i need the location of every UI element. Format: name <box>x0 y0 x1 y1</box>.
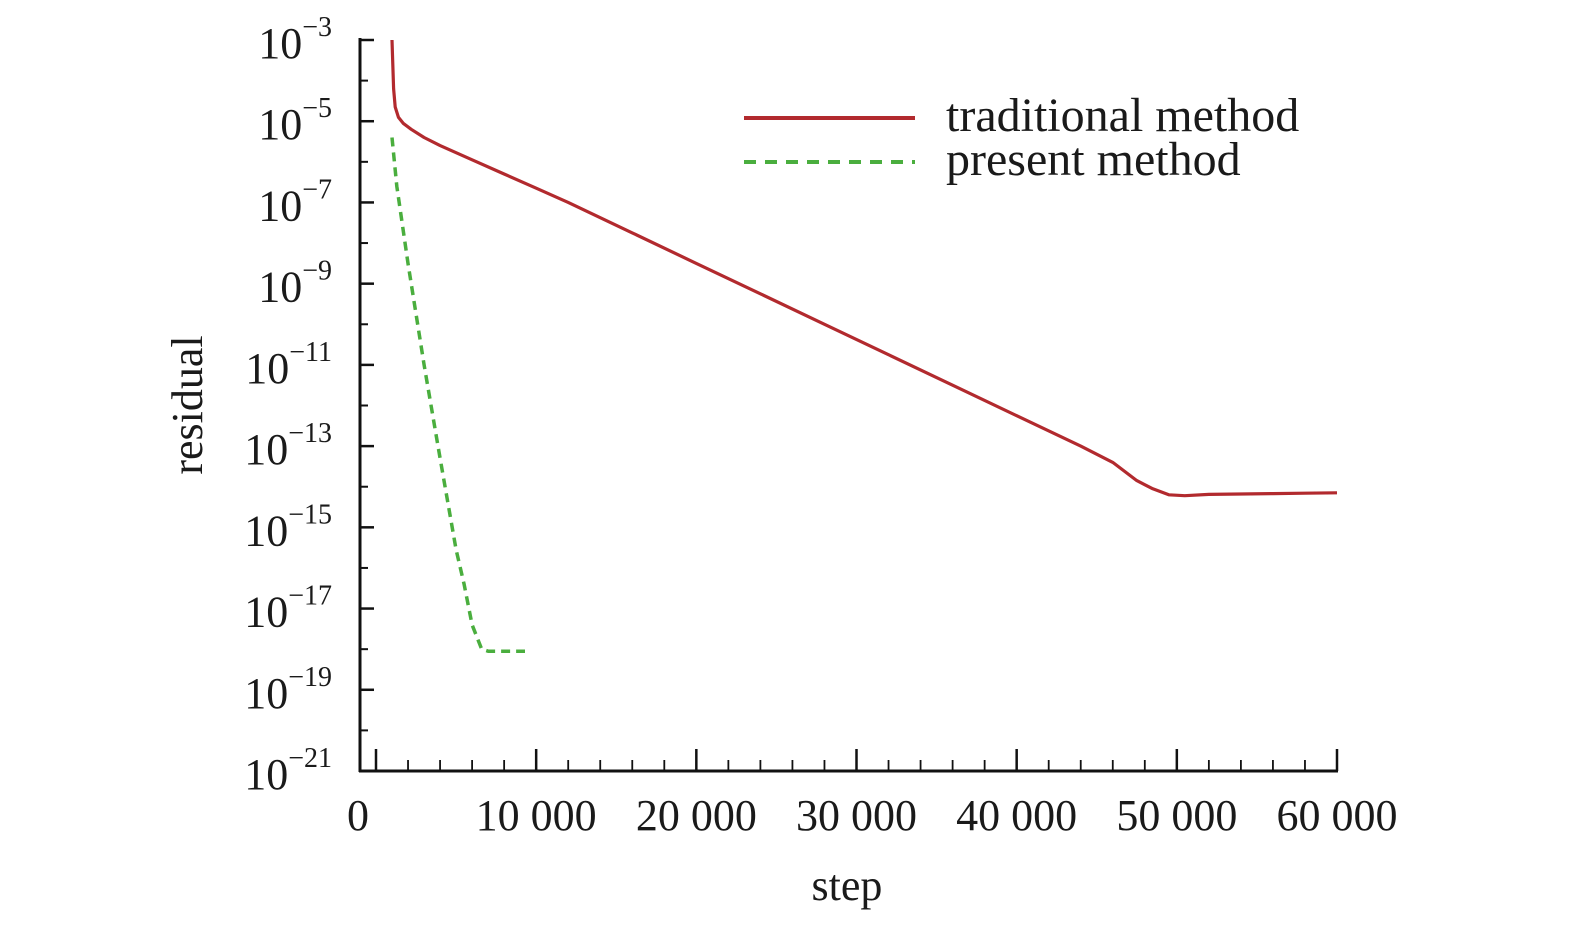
y-tick-label: 10−11 <box>245 337 332 393</box>
x-tick-label: 0 <box>347 791 369 840</box>
legend-label: traditional method <box>946 89 1299 142</box>
x-tick-label: 20 000 <box>636 791 757 840</box>
y-tick-label: 10−5 <box>258 93 332 149</box>
y-tick-label: 10−3 <box>258 12 332 68</box>
plot-lines <box>390 39 1338 653</box>
y-axis-ticks: 10−3 10−5 10−7 10−9 10−11 10−13 10−15 10−17 10−1… <box>244 12 374 799</box>
x-tick-label: 60 000 <box>1277 791 1398 840</box>
x-axis-label: step <box>812 861 883 910</box>
y-tick-label: 10−19 <box>244 662 332 718</box>
y-tick-label: 10−17 <box>244 581 332 637</box>
y-tick-label: 10−9 <box>258 256 332 312</box>
y-axis-label: residual <box>163 335 212 474</box>
x-tick-label: 30 000 <box>796 791 917 840</box>
x-tick-label: 50 000 <box>1116 791 1237 840</box>
legend-label: present method <box>946 133 1241 186</box>
series-line-1 <box>390 39 1338 498</box>
y-tick-label: 10−15 <box>244 499 332 555</box>
series-line-2 <box>390 137 525 653</box>
x-axis-ticks: 0 10 000 20 000 30 000 40 000 50 000 60 000 <box>347 749 1398 840</box>
x-tick-label: 10 000 <box>476 791 597 840</box>
y-tick-label: 10−7 <box>258 174 332 230</box>
y-tick-label: 10−21 <box>244 743 332 799</box>
x-tick-label: 40 000 <box>956 791 1077 840</box>
y-tick-label: 10−13 <box>244 418 332 474</box>
